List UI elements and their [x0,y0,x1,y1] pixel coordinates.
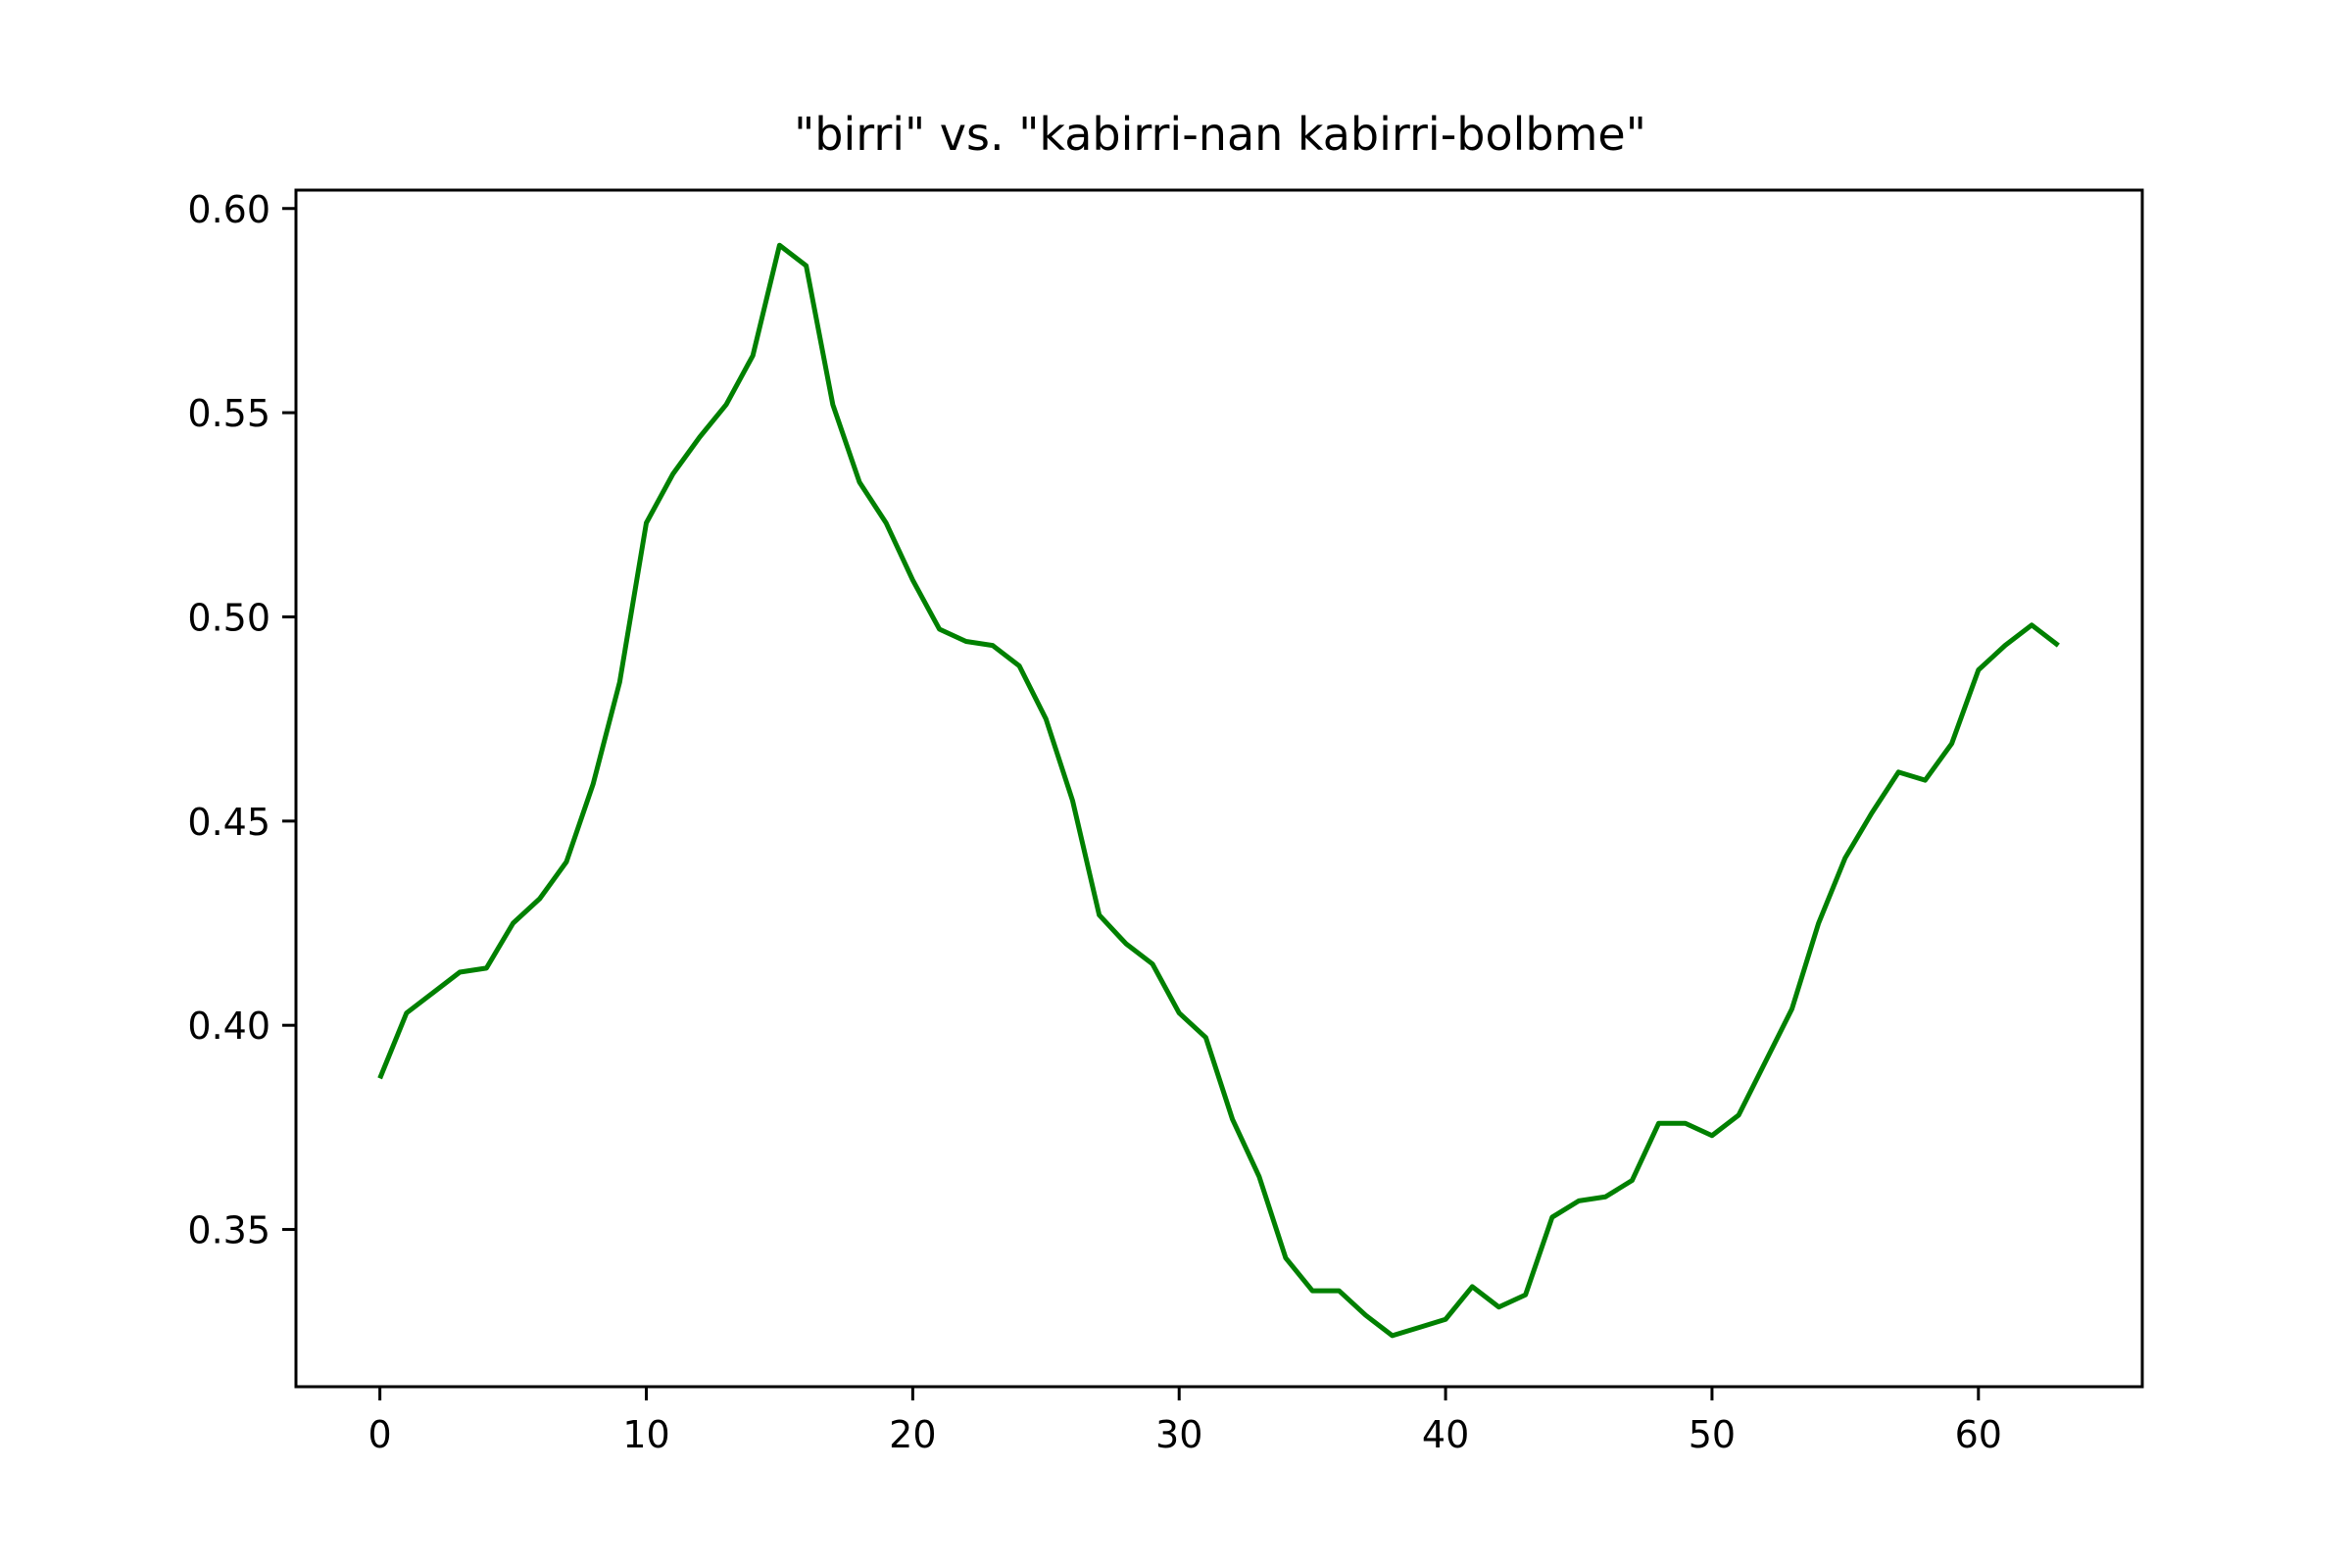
chart-title: "birri" vs. "kabirri-nan kabirri-bolbme" [794,108,1646,161]
y-tick-label: 0.40 [187,1004,270,1048]
x-tick-label: 30 [1155,1413,1202,1456]
data-point [777,243,781,247]
data-point [645,521,649,525]
data-point [617,680,621,684]
data-point [1231,1117,1235,1121]
data-point [1417,1326,1421,1330]
x-tick-label: 10 [622,1413,669,1456]
y-tick-label: 0.35 [187,1209,270,1252]
data-point [1337,1289,1341,1293]
data-point [991,644,995,648]
data-point [1710,1134,1714,1138]
data-point [1310,1289,1314,1293]
data-point [964,639,968,643]
series-layer [377,242,2060,1339]
data-point [591,782,595,786]
data-point [671,472,675,476]
x-tick-label: 60 [1955,1413,2002,1456]
y-tick-label: 0.55 [187,392,270,435]
data-point [484,966,488,970]
data-point [1896,770,1900,774]
data-point [831,403,835,407]
data-point [1203,1036,1207,1040]
data-point [538,897,542,901]
data-point [751,354,755,358]
data-point [1577,1199,1581,1202]
data-point [1124,942,1128,946]
data-point [1070,799,1074,803]
plot-area-frame [294,188,2144,1389]
data-point [2056,644,2060,648]
data-point [1151,962,1154,966]
data-point [910,578,914,582]
data-point [2030,623,2034,627]
data-point [698,435,702,439]
x-tick-label: 0 [368,1413,392,1456]
data-point [1391,1334,1395,1338]
x-tick-label: 50 [1689,1413,1736,1456]
data-point [938,627,942,631]
data-point [405,1011,409,1015]
x-tick-label: 40 [1422,1413,1469,1456]
x-axis-ticks: 0 10 20 30 40 50 60 [368,1387,2002,1456]
data-point [458,970,462,974]
data-point [724,403,728,407]
data-point [1843,856,1847,859]
data-point [1550,1215,1554,1219]
data-point [1098,913,1102,917]
data-point [884,521,888,525]
y-tick-label: 0.45 [187,801,270,844]
data-point [1444,1317,1447,1321]
data-point [1603,1195,1607,1199]
data-point [1524,1293,1528,1297]
data-point [1684,1121,1688,1125]
data-point [1790,1007,1794,1011]
data-point [1257,1174,1261,1178]
data-point [1177,1011,1181,1015]
data-point [1657,1121,1661,1125]
y-tick-label: 0.60 [187,188,270,231]
data-point [1870,811,1874,815]
data-point [1284,1256,1288,1260]
data-point [431,991,435,995]
series-line-0 [377,242,2060,1339]
data-point [1496,1305,1500,1309]
data-point [1763,1060,1767,1064]
data-point [378,1076,382,1080]
data-point [1923,778,1927,782]
y-tick-label: 0.50 [187,596,270,639]
x-tick-label: 20 [889,1413,936,1456]
data-point [1737,1113,1740,1117]
y-axis-ticks: 0.35 0.40 0.45 0.50 0.55 0.60 [187,188,296,1252]
data-point [1017,663,1021,667]
data-point [1817,921,1821,925]
data-point [1630,1179,1634,1183]
data-point [1977,668,1981,672]
data-point [805,264,808,268]
data-point [1044,717,1048,721]
data-point [512,921,515,925]
data-point [1364,1313,1368,1317]
data-point [2003,644,2007,648]
data-point [858,480,861,484]
data-point [564,860,568,864]
data-point [1950,742,1954,746]
data-point [1470,1285,1474,1289]
